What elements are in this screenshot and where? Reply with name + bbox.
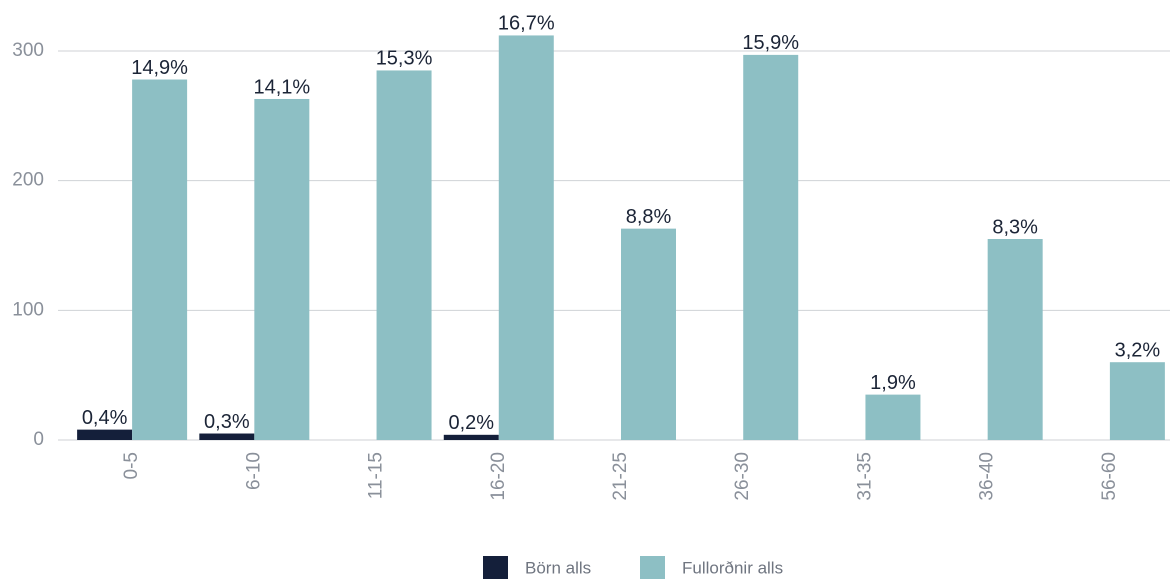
value-label: 3,2%: [1115, 339, 1161, 361]
value-label: 15,3%: [376, 48, 433, 70]
bar: [1109, 362, 1165, 440]
y-tick-label: 0: [33, 429, 44, 450]
x-tick-label: 16-20: [488, 452, 509, 501]
value-label: 15,9%: [742, 32, 799, 54]
x-tick-label: 31-35: [854, 452, 875, 501]
x-tick-label: 11-15: [366, 452, 387, 499]
bar: [199, 433, 255, 440]
value-label: 14,9%: [131, 57, 188, 79]
value-label: 14,1%: [253, 76, 310, 98]
bar: [443, 434, 499, 440]
legend-label: Fullorðnir alls: [682, 558, 783, 577]
bar: [254, 98, 310, 440]
x-tick-label: 56-60: [1099, 452, 1120, 501]
y-tick-label: 100: [12, 299, 44, 320]
value-label: 1,9%: [870, 372, 916, 394]
x-tick-label: 0-5: [121, 452, 142, 479]
y-tick-label: 300: [12, 40, 44, 61]
y-tick-label: 200: [12, 170, 44, 191]
value-label: 0,3%: [204, 411, 250, 433]
value-label: 8,3%: [992, 216, 1038, 238]
x-tick-label: 26-30: [732, 452, 753, 501]
bar: [77, 429, 133, 440]
bar: [865, 394, 921, 440]
legend-swatch: [640, 556, 665, 579]
bar: [621, 228, 676, 440]
value-label: 0,2%: [448, 412, 494, 434]
bar: [743, 54, 799, 440]
value-label: 8,8%: [626, 206, 672, 228]
legend-label: Börn alls: [525, 558, 591, 577]
bar: [498, 35, 554, 440]
x-tick-label: 6-10: [243, 452, 264, 490]
value-label: 0,4%: [82, 407, 128, 429]
bar: [987, 239, 1043, 440]
bar: [132, 79, 188, 440]
value-label: 16,7%: [498, 13, 555, 35]
legend-swatch: [483, 556, 508, 579]
x-tick-label: 21-25: [610, 452, 631, 501]
bar: [376, 70, 432, 440]
x-tick-label: 36-40: [977, 452, 998, 501]
